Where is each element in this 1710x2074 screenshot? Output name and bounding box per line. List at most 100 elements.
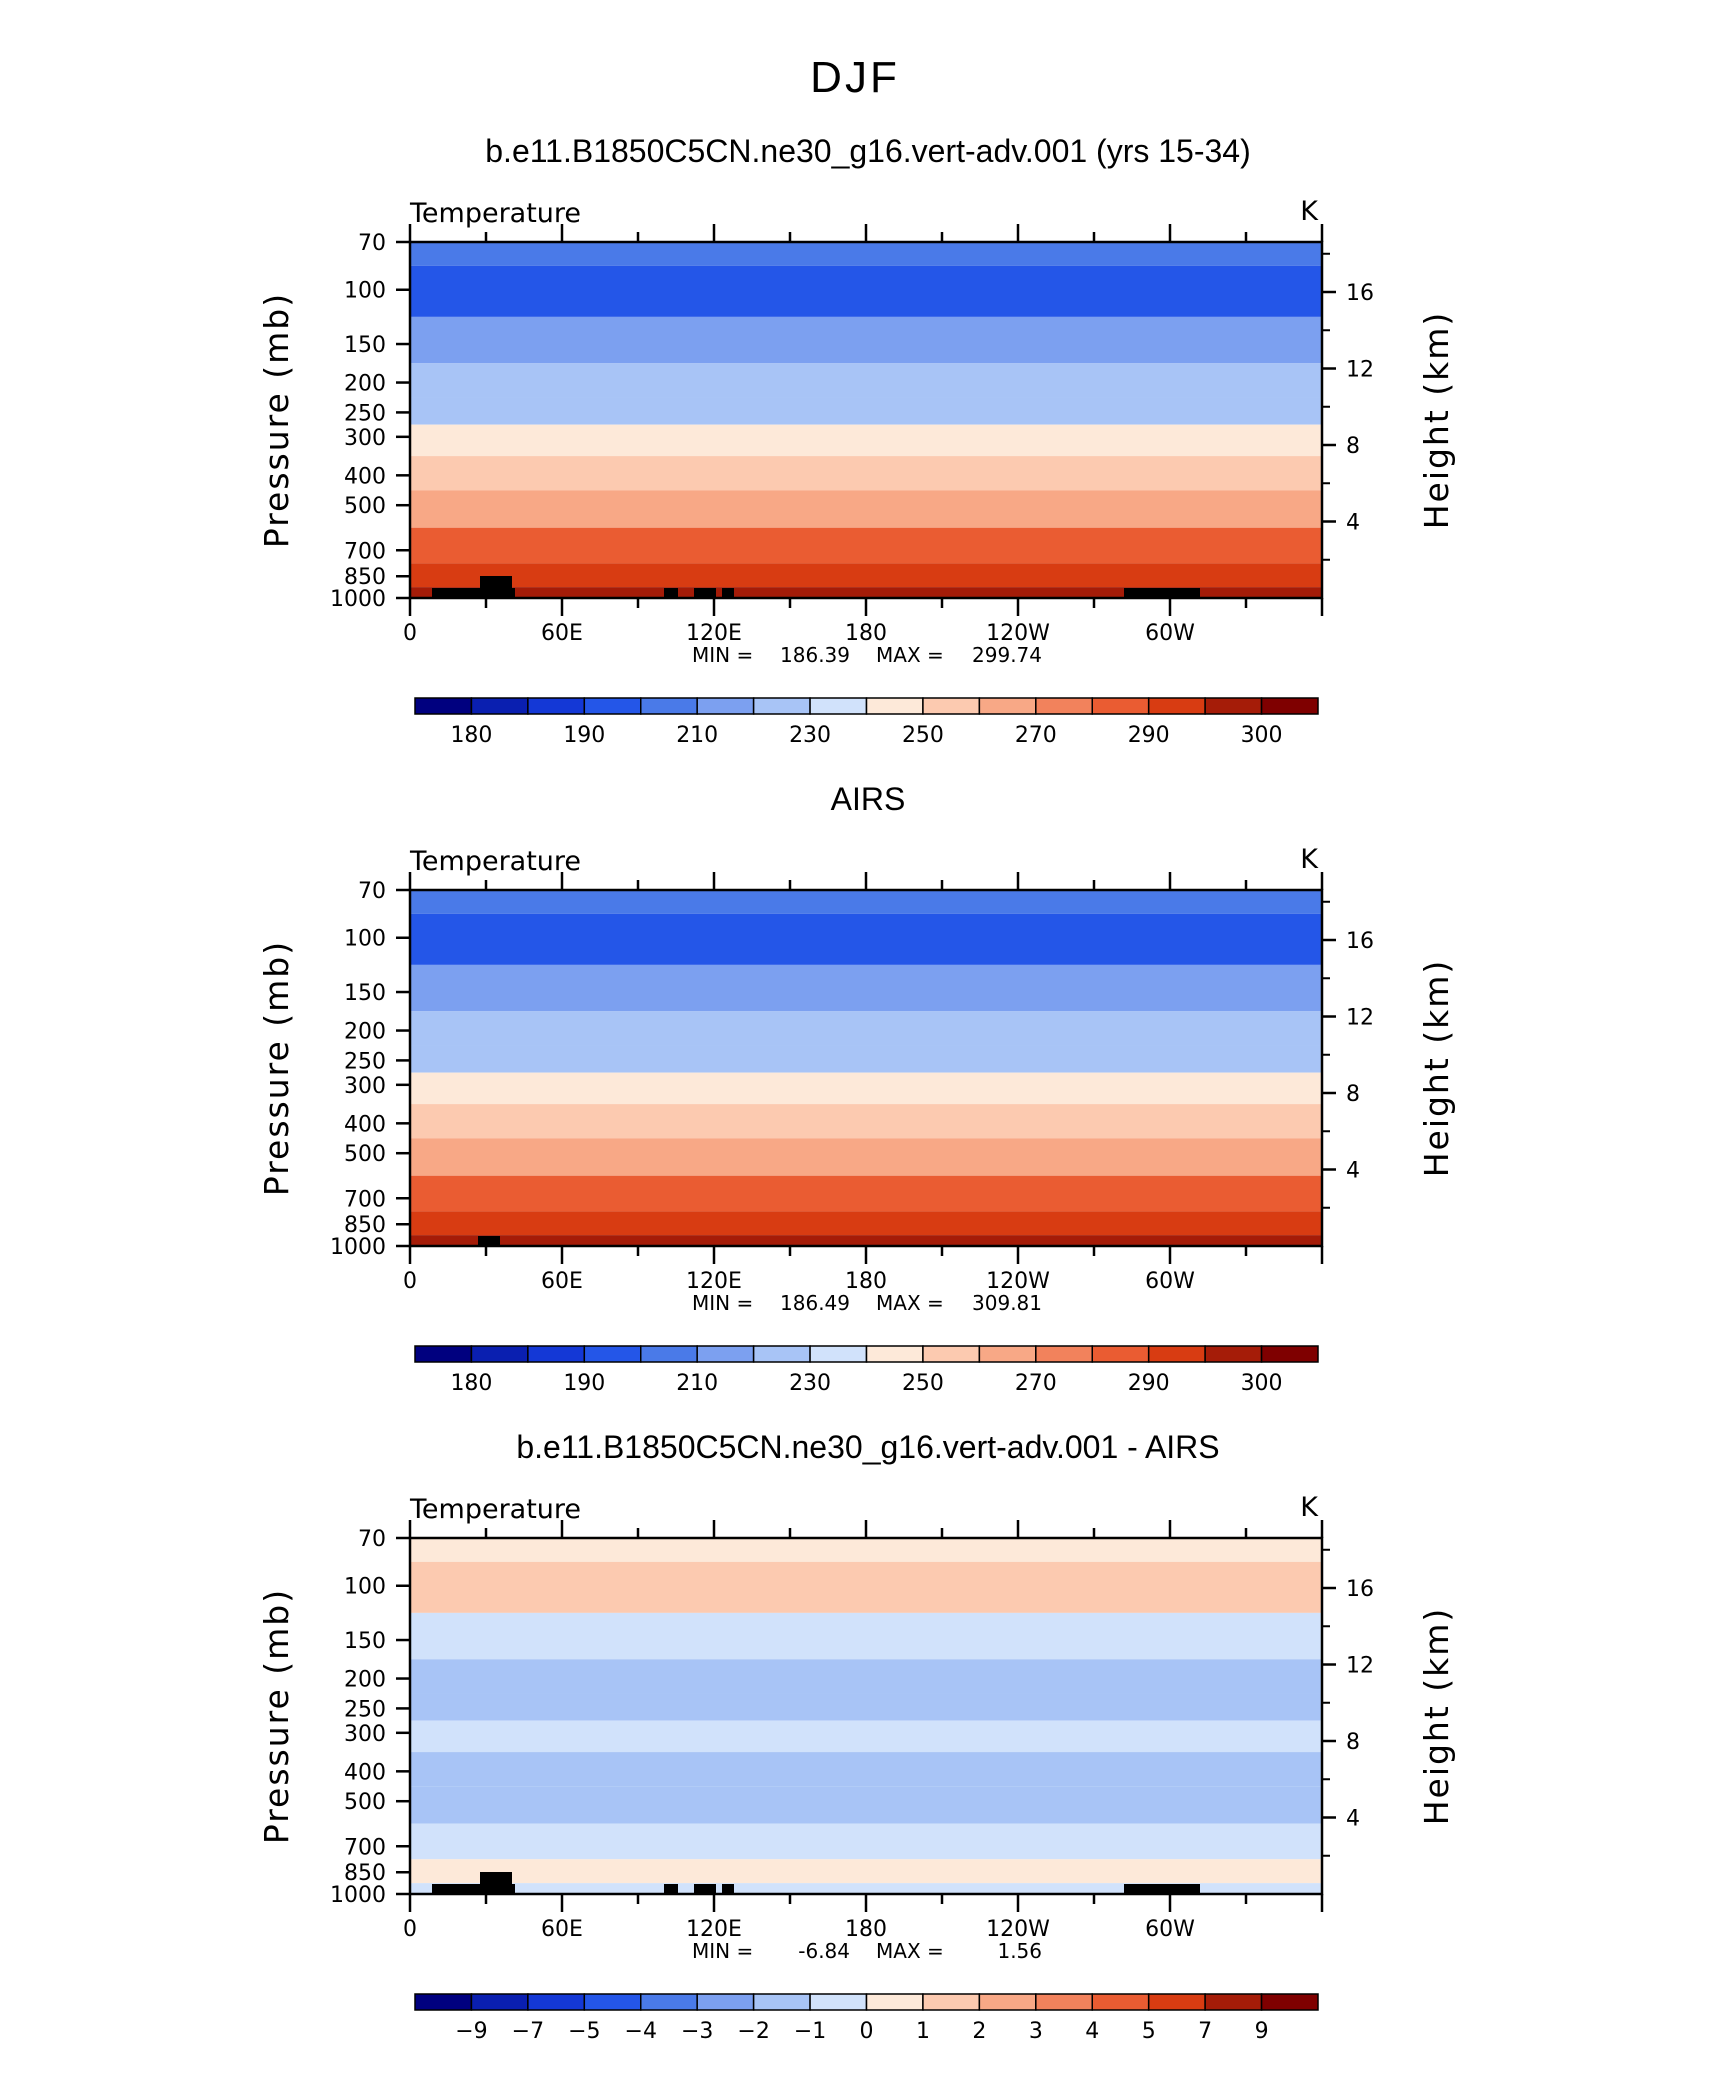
colorbar-swatch — [470, 1345, 529, 1363]
colorbar-swatch — [809, 1993, 868, 2011]
colorbar-swatch — [1260, 697, 1319, 715]
colorbar-swatch — [809, 697, 868, 715]
topography-mask — [480, 1872, 512, 1894]
colorbar-label: 0 — [860, 2019, 874, 2044]
contour-band — [410, 1752, 1322, 1787]
y-tick-label: 250 — [344, 1049, 386, 1074]
contour-band — [410, 1823, 1322, 1860]
colorbar-label: 300 — [1241, 723, 1283, 748]
colorbar-swatch — [922, 1345, 981, 1363]
x-tick-label: 180 — [845, 1269, 887, 1294]
min-value: 186.49 — [780, 1291, 850, 1315]
colorbar-swatch — [1147, 1993, 1206, 2011]
topography-mask — [1124, 588, 1200, 598]
colorbar-label: −4 — [625, 2019, 657, 2044]
colorbar-swatch — [1204, 1345, 1263, 1363]
y-tick-label: 400 — [344, 464, 386, 489]
y-tick-label: 700 — [344, 1187, 386, 1212]
y-tick-label: 150 — [344, 333, 386, 358]
colorbar-swatch — [1035, 697, 1093, 715]
contour-band — [410, 265, 1322, 317]
y-tick-label: 300 — [344, 1722, 386, 1747]
y-right-tick-label: 12 — [1346, 1654, 1374, 1679]
panel-title: b.e11.B1850C5CN.ne30_g16.vert-adv.001 - … — [516, 1429, 1219, 1465]
min-value: 186.39 — [780, 643, 850, 667]
contour-band — [410, 1138, 1322, 1176]
y-right-tick-label: 4 — [1346, 1159, 1360, 1184]
contour-band — [410, 1045, 1322, 1073]
max-value: 1.56 — [997, 1939, 1042, 1963]
topography-mask — [722, 1884, 734, 1894]
x-tick-label: 60W — [1145, 621, 1195, 646]
contour-band — [410, 316, 1322, 364]
contour-band — [410, 964, 1322, 1012]
colorbar-label: 290 — [1128, 723, 1170, 748]
topography-mask — [694, 588, 716, 598]
colorbar-swatch — [752, 1345, 811, 1363]
colorbar-swatch — [752, 1993, 811, 2011]
colorbar-swatch — [414, 1993, 473, 2011]
contour-band — [410, 1859, 1322, 1884]
contour-band — [410, 1883, 1322, 1894]
y-tick-label: 200 — [344, 1020, 386, 1045]
topography-mask — [432, 588, 515, 598]
topography-mask — [694, 1884, 716, 1894]
x-tick-label: 120W — [986, 1269, 1050, 1294]
colorbar-swatch — [470, 1993, 529, 2011]
colorbar-label: 7 — [1198, 2019, 1212, 2044]
colorbar-swatch — [583, 1345, 642, 1363]
colorbar-swatch — [696, 697, 755, 715]
contour-band — [410, 242, 1322, 266]
y-right-tick-label: 16 — [1346, 281, 1374, 306]
x-tick-label: 120E — [686, 1269, 742, 1294]
y-tick-label: 500 — [344, 494, 386, 519]
y-axis-label: Pressure (mb) — [257, 1588, 296, 1844]
y-axis-label: Pressure (mb) — [257, 292, 296, 548]
units-label: K — [1300, 196, 1319, 227]
y-right-axis-label: Height (km) — [1417, 959, 1456, 1178]
y-right-tick-label: 16 — [1346, 1577, 1374, 1602]
contour-field — [410, 242, 1322, 598]
y-right-tick-label: 4 — [1346, 1807, 1360, 1832]
x-tick-label: 60W — [1145, 1269, 1195, 1294]
colorbar-swatch — [1147, 697, 1206, 715]
x-tick-label: 120W — [986, 1917, 1050, 1942]
figure-title: DJF — [810, 53, 900, 102]
y-tick-label: 1000 — [330, 1883, 386, 1908]
colorbar-swatch — [414, 1345, 473, 1363]
colorbar-swatch — [922, 1993, 981, 2011]
colorbar-swatch — [696, 1345, 755, 1363]
colorbar-label: −1 — [794, 2019, 826, 2044]
contour-band — [410, 1175, 1322, 1212]
panel-2: AIRS Temperature K 0 60E 120E 180 120W 60W 70 100 1… — [257, 781, 1456, 1396]
x-tick-label: 0 — [403, 1917, 417, 1942]
max-value: 299.74 — [972, 643, 1042, 667]
contour-band — [410, 1072, 1322, 1105]
colorbar-swatch — [1091, 1345, 1150, 1363]
variable-label: Temperature — [409, 846, 581, 877]
y-right-tick-label: 12 — [1346, 1006, 1374, 1031]
contour-band — [410, 1235, 1322, 1246]
colorbar-label: −5 — [568, 2019, 600, 2044]
panel-1: b.e11.B1850C5CN.ne30_g16.vert-adv.001 (y… — [257, 133, 1456, 748]
colorbar: 180 190 210 230 250 270 290 300 — [414, 1345, 1319, 1396]
contour-band — [410, 1720, 1322, 1753]
colorbar-swatch — [583, 697, 642, 715]
x-tick-label: 60E — [541, 621, 583, 646]
min-label: MIN = — [692, 643, 753, 667]
colorbar-swatch — [527, 697, 586, 715]
x-tick-label: 180 — [845, 1917, 887, 1942]
variable-label: Temperature — [409, 198, 581, 229]
colorbar: −9 −7 −5 −4 −3 −2 −1 0 1 2 3 4 5 7 9 — [414, 1993, 1319, 2044]
max-label: MAX = — [876, 1291, 944, 1315]
x-tick-label: 60E — [541, 1917, 583, 1942]
contour-band — [410, 1211, 1322, 1236]
contour-band — [410, 1011, 1322, 1046]
contour-band — [410, 1612, 1322, 1660]
topography-mask — [664, 1884, 678, 1894]
contour-band — [410, 490, 1322, 528]
y-tick-label: 200 — [344, 372, 386, 397]
colorbar-swatch — [922, 697, 981, 715]
colorbar-swatch — [696, 1993, 755, 2011]
y-tick-label: 100 — [344, 1575, 386, 1600]
